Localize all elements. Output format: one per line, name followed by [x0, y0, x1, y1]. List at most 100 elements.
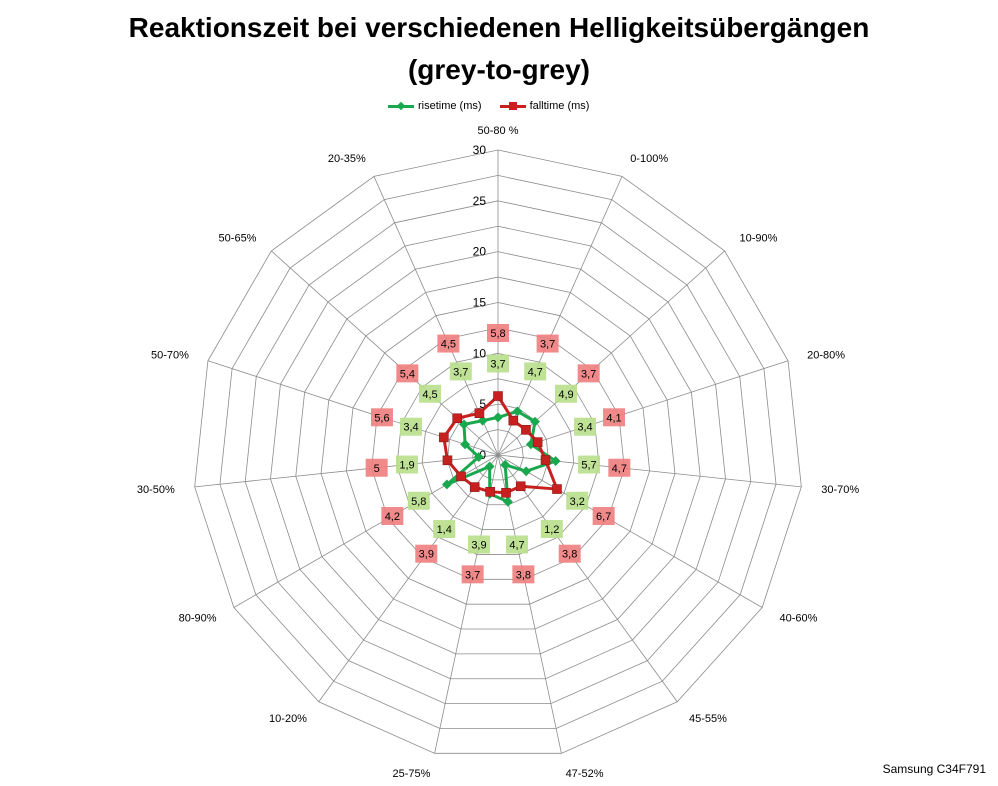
series-line-falltime	[442, 394, 559, 495]
data-point-falltime	[521, 425, 531, 435]
data-label-risetime: 3,4	[403, 422, 418, 434]
data-label-box-falltime	[365, 458, 388, 477]
data-labels-falltime: 5,8 3,7 3,7 4,1 4,7 6,7 3,8 3,8 3,7 3,9 4,2 5 5,6 5,4…	[365, 324, 631, 584]
grid-spoke	[497, 360, 789, 456]
data-label-box-falltime	[461, 565, 484, 584]
data-point-risetime	[473, 452, 484, 462]
axis-tick-label: 20	[473, 245, 487, 259]
grid-ring	[396, 352, 600, 555]
category-label: 30-50%	[137, 484, 175, 496]
data-point-falltime	[456, 471, 466, 482]
data-label-box-risetime	[407, 491, 430, 510]
data-label-box-falltime	[558, 544, 581, 563]
data-point-falltime	[452, 413, 463, 424]
grid-spoke	[207, 360, 499, 456]
grid-ring	[371, 327, 625, 580]
data-point-risetime	[502, 496, 513, 507]
data-label-box-risetime	[506, 535, 529, 554]
data-label-box-risetime	[449, 362, 472, 381]
data-label-risetime: 3,7	[490, 359, 505, 371]
grid-ring	[472, 429, 524, 481]
data-label-risetime: 3,7	[453, 366, 468, 378]
data-point-falltime	[469, 482, 480, 492]
data-label-box-risetime	[540, 520, 563, 539]
data-label-box-falltime	[608, 458, 631, 477]
legend-label-falltime: falltime (ms)	[529, 100, 590, 112]
category-label: 10-20%	[269, 713, 307, 725]
data-point-falltime	[501, 487, 511, 498]
grid-ring	[270, 225, 726, 680]
data-label-falltime: 3,8	[562, 549, 577, 561]
data-label-falltime: 3,9	[419, 549, 434, 561]
data-point-falltime	[442, 455, 453, 466]
data-label-risetime: 4,9	[558, 389, 573, 401]
data-label-box-risetime	[419, 384, 442, 403]
data-label-box-risetime	[554, 384, 577, 403]
data-point-falltime	[540, 455, 551, 465]
chart-subtitle: (grey-to-grey)	[407, 54, 590, 85]
category-label: 10-90%	[740, 233, 778, 245]
data-label-box-falltime	[603, 408, 626, 427]
data-label-box-falltime	[592, 507, 615, 525]
legend-marker-falltime	[508, 102, 517, 110]
data-label-risetime: 1,2	[544, 524, 559, 536]
grid-ring	[320, 276, 676, 630]
grid-ring	[244, 200, 752, 705]
data-label-box-falltime	[577, 364, 600, 383]
data-labels-risetime: 3,7 4,7 4,9 3,4 5,7 3,2 1,2 4,7 3,9 1,4 5,8 1,9 3,4 4…	[396, 354, 600, 554]
data-point-risetime	[500, 459, 511, 470]
data-label-risetime: 4,7	[528, 366, 543, 378]
grid-spoke	[497, 454, 763, 608]
legend-swatch-risetime	[388, 101, 414, 111]
data-label-risetime: 1,4	[437, 524, 452, 536]
axis-tick-label: 15	[473, 296, 487, 310]
grid-ring	[194, 149, 802, 754]
data-label-risetime: 3,4	[577, 422, 592, 434]
chart-title: Reaktionszeit bei verschiedenen Helligke…	[128, 12, 870, 43]
legend-item-falltime: falltime (ms)	[499, 100, 590, 112]
data-label-box-risetime	[577, 455, 600, 474]
category-label: 20-35%	[328, 153, 366, 165]
data-label-risetime: 3,2	[570, 496, 585, 508]
data-point-risetime	[512, 406, 523, 417]
data-label-risetime: 1,9	[399, 460, 414, 472]
grid-ring	[447, 403, 549, 506]
data-label-box-risetime	[467, 535, 490, 554]
grid-ring	[345, 302, 651, 605]
category-label: 50-70%	[151, 350, 189, 362]
radar-grid: 0 5 10 15 20 25 30	[194, 143, 802, 754]
grid-ring	[421, 378, 575, 530]
data-label-falltime: 4,5	[441, 339, 456, 351]
data-label-box-falltime	[381, 507, 404, 525]
data-label-risetime: 4,7	[509, 540, 524, 552]
data-label-box-falltime	[487, 324, 509, 342]
category-label: 30-70%	[821, 484, 859, 496]
data-label-box-risetime	[399, 417, 422, 436]
legend-item-risetime: risetime (ms)	[388, 100, 482, 112]
grid-spoke	[497, 454, 678, 702]
data-label-falltime: 3,7	[465, 569, 480, 581]
data-label-box-falltime	[396, 364, 419, 383]
data-point-risetime	[477, 415, 488, 426]
data-label-falltime: 5,6	[374, 412, 389, 424]
data-label-box-falltime	[415, 544, 438, 563]
grid-ring	[295, 251, 701, 655]
legend-marker-risetime	[396, 101, 406, 111]
legend-swatch-falltime	[499, 101, 526, 111]
data-point-risetime	[441, 479, 452, 490]
data-point-falltime	[508, 415, 519, 426]
category-label: 80-90%	[179, 613, 217, 625]
data-point-falltime	[485, 486, 495, 497]
data-label-falltime: 3,8	[516, 569, 531, 581]
axis-tick-label: 0	[479, 448, 486, 462]
data-label-falltime: 3,7	[540, 339, 555, 351]
data-label-box-risetime	[524, 362, 547, 381]
data-point-falltime	[439, 432, 449, 443]
data-point-falltime	[493, 391, 503, 401]
data-point-risetime	[484, 461, 495, 472]
grid-spoke	[434, 454, 499, 754]
data-label-risetime: 5,8	[411, 496, 426, 508]
axis-tick-label: 30	[473, 143, 487, 157]
data-label-box-falltime	[512, 565, 535, 584]
